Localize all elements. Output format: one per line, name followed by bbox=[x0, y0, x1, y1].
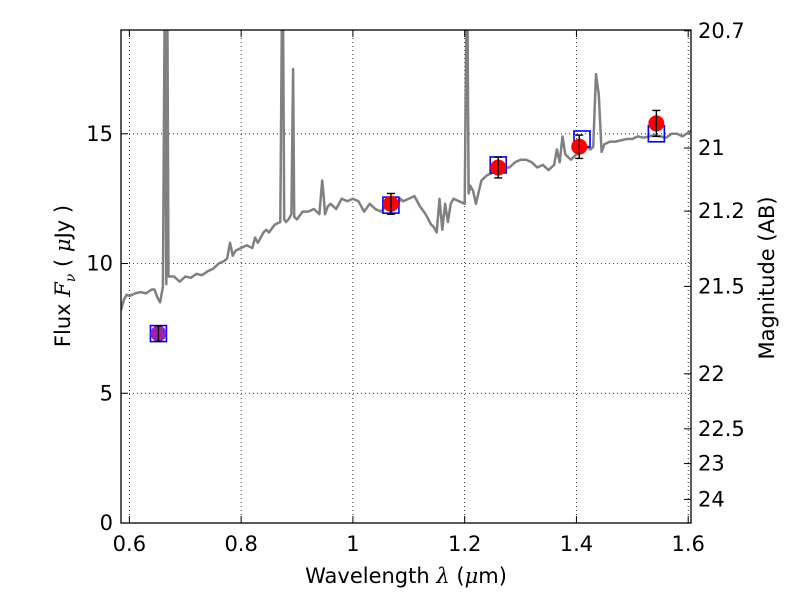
y-tick-label: 5 bbox=[100, 381, 113, 405]
y2-tick-label: 24 bbox=[698, 487, 725, 511]
x-axis-unit-mu: μ bbox=[465, 564, 479, 588]
y-axis-unit-close: Jy ) bbox=[51, 205, 75, 241]
x-tick-label: 1.4 bbox=[560, 532, 593, 556]
x-tick-label: 1.6 bbox=[672, 532, 705, 556]
x-axis-label-word: Wavelength bbox=[305, 564, 430, 588]
y-tick-label: 15 bbox=[86, 122, 113, 146]
x-axis-unit-open: ( bbox=[456, 564, 464, 588]
x-tick-label: 0.6 bbox=[113, 532, 146, 556]
y2-tick-label: 21.5 bbox=[698, 274, 745, 298]
x-tick-label: 0.8 bbox=[224, 532, 257, 556]
y2-tick-label: 22 bbox=[698, 362, 725, 386]
tick-labels: 0.6 0.8 1 1.2 1.4 1.6 0 5 10 15 20.7 21 21.2 21.5 22 22… bbox=[86, 19, 745, 556]
x-tick-label: 1 bbox=[346, 532, 359, 556]
photometry-layer bbox=[149, 109, 666, 343]
y-tick-label: 0 bbox=[100, 511, 113, 535]
y-axis-label-word: Flux bbox=[51, 303, 75, 347]
axis-ticks bbox=[121, 30, 691, 524]
x-tick-label: 1.2 bbox=[448, 532, 481, 556]
plot-frame bbox=[120, 29, 692, 524]
y2-axis-label: Magnitude (AB) bbox=[755, 196, 779, 359]
y2-tick-label: 21 bbox=[698, 136, 725, 160]
y-tick-label: 10 bbox=[86, 252, 113, 276]
x-axis-lambda: λ bbox=[435, 564, 449, 588]
y2-tick-label: 21.2 bbox=[698, 199, 745, 223]
x-axis-unit-close: m) bbox=[478, 564, 507, 588]
y2-tick-label: 22.5 bbox=[698, 417, 745, 441]
y-axis-flux-symbol: F bbox=[51, 281, 75, 298]
y2-tick-label: 20.7 bbox=[698, 19, 745, 43]
y-axis-label: Flux Fν ( μJy ) bbox=[51, 205, 79, 347]
y-axis-unit-mu: μ bbox=[51, 238, 75, 252]
y2-tick-label: 23 bbox=[698, 452, 725, 476]
y-axis-flux-subscript: ν bbox=[63, 273, 79, 282]
y-axis-unit-open: ( bbox=[51, 259, 75, 267]
x-axis-label: Wavelength λ (μm) bbox=[305, 564, 507, 588]
